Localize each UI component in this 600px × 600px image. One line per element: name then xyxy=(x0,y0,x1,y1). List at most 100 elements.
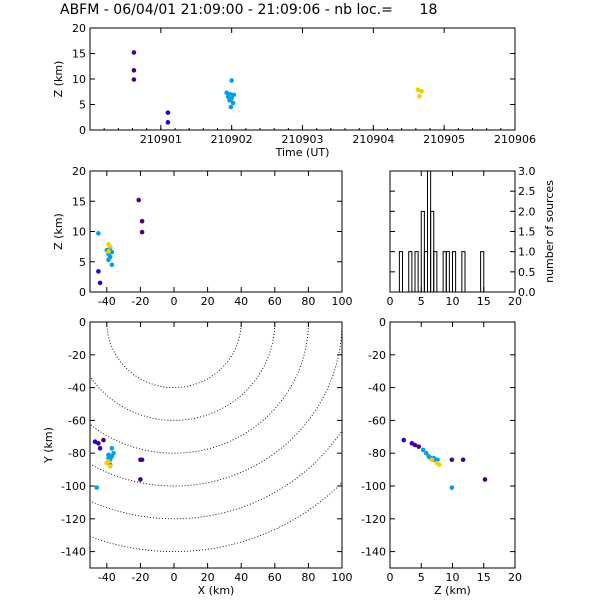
time-z-xtick-label: 210906 xyxy=(494,133,536,146)
x-y-point-early xyxy=(139,457,145,463)
z-y-point-early xyxy=(416,444,422,449)
x-y-point-deep xyxy=(92,439,98,445)
time-z-ytick-label: 10 xyxy=(72,73,86,86)
x-z-point-early xyxy=(139,229,145,235)
time-z-point-mid xyxy=(230,100,236,106)
z-y-point-mid xyxy=(449,485,455,490)
x-y-point-late xyxy=(104,460,110,466)
x-y-ylabel: Y (km) xyxy=(42,427,55,464)
time-z-point-deep xyxy=(165,110,171,115)
x-y-ytick-label: -140 xyxy=(61,546,86,559)
x-y-point-mid xyxy=(94,485,100,490)
z-y-xtick-label: 10 xyxy=(446,571,460,584)
x-z-xtick-label: 60 xyxy=(268,295,282,308)
z-y-xtick-label: 5 xyxy=(418,571,425,584)
x-y-xtick-label: -40 xyxy=(98,571,116,584)
x-y-ytick-label: -100 xyxy=(61,480,86,493)
time-z-ytick-label: 20 xyxy=(72,22,86,35)
z-y-ytick-label: 0 xyxy=(379,316,386,329)
histogram-bar xyxy=(480,251,485,292)
range-circle xyxy=(90,429,342,520)
histogram-ytick-label: 0.0 xyxy=(518,286,536,299)
histogram-ytick-label: 3.0 xyxy=(518,165,536,178)
z-y-xlabel: Z (km) xyxy=(434,584,471,597)
histogram-xtick-label: 0 xyxy=(387,295,394,308)
time-z-point-late xyxy=(417,94,422,99)
x-y-xtick-label: 100 xyxy=(332,571,353,584)
time-z-point-mid xyxy=(224,90,230,96)
z-y-xtick-label: 0 xyxy=(387,571,394,584)
z-y-point-early xyxy=(449,457,455,463)
title-count: 18 xyxy=(419,2,438,18)
x-z-xtick-label: 40 xyxy=(234,295,248,308)
x-y-point-mid xyxy=(106,455,111,461)
x-y-xlabel: X (km) xyxy=(198,584,235,597)
z-y-ytick-label: -40 xyxy=(368,382,386,395)
x-z-xtick-label: -20 xyxy=(131,295,149,308)
histogram-ytick-label: 2.0 xyxy=(518,205,536,218)
x-z-point-late xyxy=(106,249,111,254)
x-z-frame xyxy=(89,170,343,293)
time-z-xtick-label: 210902 xyxy=(211,133,253,146)
time-z-point-deep xyxy=(165,120,171,125)
time-z-ytick-label: 15 xyxy=(72,48,86,61)
x-z-ytick-label: 15 xyxy=(72,195,86,208)
time-z-xtick-label: 210901 xyxy=(140,133,182,146)
z-y-point-early xyxy=(460,457,466,463)
x-z-ytick-label: 5 xyxy=(79,256,86,269)
panel-x-y: -40 -20 0 20 40 60 80 100 -140 -120 -100 -80 -60 -40 -… xyxy=(42,316,353,597)
z-y-point-mid xyxy=(420,447,426,453)
histogram-xtick-label: 20 xyxy=(508,295,522,308)
z-y-ytick-label: -100 xyxy=(361,480,386,493)
x-z-xtick-label: 0 xyxy=(171,295,178,308)
histogram-xtick-label: 10 xyxy=(446,295,460,308)
x-y-ytick-label: -40 xyxy=(68,382,86,395)
x-z-point-mid xyxy=(106,257,111,263)
x-y-point-mid xyxy=(109,445,115,451)
x-y-point-early xyxy=(101,437,106,443)
histogram-bar xyxy=(408,251,413,292)
chart-title: ABFM - 06/04/01 21:09:00 - 21:09:06 - nb… xyxy=(60,2,438,18)
time-z-point-mid xyxy=(227,98,232,103)
z-y-point-early xyxy=(482,477,488,482)
x-y-frame xyxy=(89,321,343,569)
time-z-xtick-label: 210903 xyxy=(282,133,324,146)
z-y-xtick-label: 15 xyxy=(477,571,491,584)
x-z-xtick-label: 100 xyxy=(332,295,353,308)
histogram-ytick-label: 0.5 xyxy=(518,266,536,279)
time-z-ytick-label: 5 xyxy=(79,99,86,112)
title-datetime: 06/04/01 21:09:00 - 21:09:06 xyxy=(113,2,321,18)
x-z-xtick-label: 20 xyxy=(201,295,215,308)
panel-x-z: -40 -20 0 20 40 60 80 100 0 5 10 15 20 Z (km) xyxy=(52,165,353,308)
time-z-point-mid xyxy=(228,104,234,110)
x-y-point-deep xyxy=(97,445,103,451)
histogram-ylabel: number of sources xyxy=(543,180,556,283)
time-z-point-early xyxy=(131,50,137,55)
x-z-point-mid xyxy=(96,231,101,236)
z-y-frame xyxy=(389,321,516,569)
histogram-bar xyxy=(398,251,403,292)
range-circle xyxy=(90,322,276,421)
x-z-point-mid xyxy=(109,262,115,268)
x-y-xtick-label: -20 xyxy=(131,571,149,584)
z-y-xtick-label: 20 xyxy=(508,571,522,584)
histogram-ytick-label: 1.5 xyxy=(518,226,536,239)
histogram-bar xyxy=(414,251,419,292)
panel-time-z: 210901 210902 210903 210904 210905 210906 0 5 10… xyxy=(52,22,536,159)
z-y-point-late xyxy=(429,457,435,463)
time-z-point-early xyxy=(131,77,137,82)
x-z-point-deep xyxy=(97,280,103,286)
time-z-ytick-label: 0 xyxy=(79,124,86,137)
x-y-point-early xyxy=(138,477,143,482)
histogram-ytick-label: 1.0 xyxy=(518,246,536,259)
x-z-ytick-label: 0 xyxy=(79,286,86,299)
x-y-xtick-label: 40 xyxy=(234,571,248,584)
x-y-xtick-label: 0 xyxy=(171,571,178,584)
z-y-ytick-label: -60 xyxy=(368,414,386,427)
x-y-xtick-label: 20 xyxy=(201,571,215,584)
panel-z-y: 0 5 10 15 20 -140 -120 -100 -80 -60 -40 -20 0 Z (km) xyxy=(361,316,522,597)
x-z-point-early xyxy=(139,218,145,224)
x-y-ytick-label: -120 xyxy=(61,513,86,526)
x-y-ytick-label: -60 xyxy=(68,414,86,427)
